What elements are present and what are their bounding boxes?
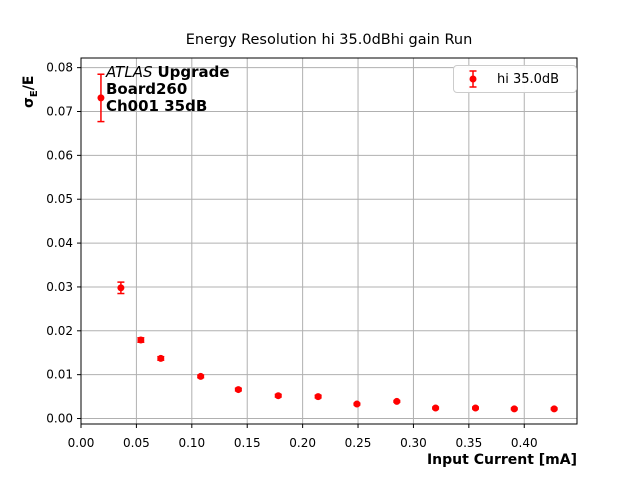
data-point [117,284,125,292]
ylabel-rest: /E [21,75,37,91]
data-point [393,397,401,405]
x-tick-label: 0.00 [68,436,95,450]
x-tick-label: 0.10 [178,436,205,450]
y-tick-label: 0.05 [46,192,73,206]
x-tick-label: 0.20 [289,436,316,450]
data-point [157,354,165,362]
y-tick-label: 0.08 [46,61,73,75]
y-tick-label: 0.07 [46,105,73,119]
y-tick-label: 0.00 [46,412,73,426]
x-tick-label: 0.25 [345,436,372,450]
y-tick-label: 0.02 [46,324,73,338]
annotation-upgrade: Upgrade [157,63,230,81]
legend-label: hi 35.0dB [497,71,560,87]
y-tick-label: 0.06 [46,148,73,162]
chart-title: Energy Resolution hi 35.0dBhi gain Run [185,32,473,48]
legend-errorbar-icon [469,70,477,88]
annotation-line-3: Ch001 35dB [106,97,208,115]
annotation-atlas: ATLAS [106,63,153,81]
y-tick-label: 0.01 [46,368,73,382]
data-point [471,404,479,412]
y-tick-label: 0.04 [46,236,73,250]
annotation-line-2: Board260 [106,80,188,98]
plot-frame [80,57,578,425]
ylabel-subscript: E [28,90,40,98]
legend-box: hi 35.0dB [453,65,577,93]
data-point [510,405,518,413]
data-point [137,336,145,344]
data-point [274,392,282,400]
data-point [432,404,440,412]
x-tick-label: 0.35 [455,436,482,450]
y-tick-label: 0.03 [46,280,73,294]
x-tick-label: 0.40 [511,436,538,450]
atlas-annotation: ATLAS Upgrade Board260 Ch001 35dB [106,64,230,115]
annotation-line-1: ATLAS Upgrade [106,64,230,81]
x-axis-label: Input Current [mA] [426,452,577,468]
data-point [314,393,322,401]
ylabel-sigma: σ [21,97,37,108]
data-point [353,400,361,408]
data-point [197,372,205,380]
x-tick-label: 0.30 [400,436,427,450]
data-point [97,94,105,102]
data-point [550,405,558,413]
x-tick-label: 0.15 [234,436,261,450]
y-axis-label: σE/E [21,76,40,108]
data-point [234,386,242,394]
x-tick-label: 0.05 [123,436,150,450]
